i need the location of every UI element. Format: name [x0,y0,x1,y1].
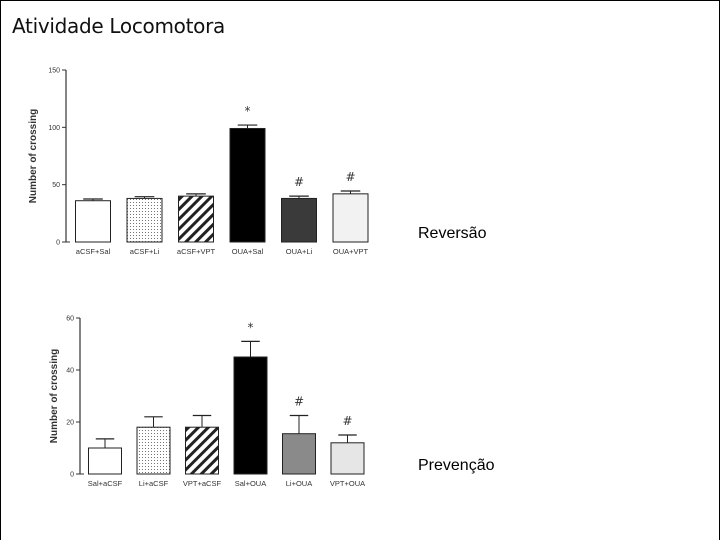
y-tick-label: 20 [66,420,74,427]
page-title: Atividade Locomotora [12,14,225,38]
category-label: aCSF+Sal [76,247,111,256]
category-label: aCSF+VPT [177,247,216,256]
chart-reversao: 0 50 100 150 Number of crossing aCSF+Sal aCSF+… [28,68,369,257]
significance-marker: # [294,395,304,409]
bar-VPT+aCSF [185,426,219,475]
significance-marker: * [248,320,254,334]
panel-label-prevencao: Prevenção [418,457,495,474]
significance-marker: # [294,175,304,189]
y-axis-label: Number of crossing [49,349,60,443]
category-label: OUA+VPT [333,247,369,256]
bar-Sal+aCSF [88,447,122,475]
category-label: OUA+Li [286,247,313,256]
bar-OUA+Sal [229,127,266,243]
category-label: Sal+OUA [235,479,266,488]
chart-prevencao: 0 20 40 60 Number of crossing Sal+aCSF Li+aCSF… [49,316,365,489]
category-label: VPT+OUA [330,479,365,488]
y-tick-label: 0 [56,240,60,247]
category-label: VPT+aCSF [183,479,222,488]
bar-Li+OUA [282,433,316,475]
bar-VPT+OUA [330,442,365,475]
y-tick-label: 60 [66,316,74,323]
bar-OUA+Li [281,197,317,243]
significance-marker: * [245,104,251,118]
y-axis-label: Number of crossing [28,109,39,203]
y-tick-label: 100 [48,125,60,132]
slide-border-top [0,0,720,1]
bar-OUA+VPT [332,193,369,243]
significance-marker: # [345,170,355,184]
significance-marker: # [342,414,352,428]
y-tick-label: 150 [48,68,60,75]
category-label: Li+aCSF [139,479,169,488]
bar-aCSF+Sal [75,200,111,243]
category-label: aCSF+Li [130,247,160,256]
y-tick-label: 0 [70,472,74,479]
bar-aCSF+VPT [178,195,214,243]
bar-Li+aCSF [136,426,171,475]
bar-Sal+OUA [233,356,268,475]
y-tick-label: 40 [66,368,74,375]
category-label: OUA+Sal [232,247,264,256]
category-label: Sal+aCSF [88,479,123,488]
slide-border-left [0,0,1,540]
panel-label-reversao: Reversão [418,225,487,242]
category-label: Li+OUA [286,479,312,488]
bar-aCSF+Li [126,197,163,243]
y-tick-label: 50 [52,182,60,189]
